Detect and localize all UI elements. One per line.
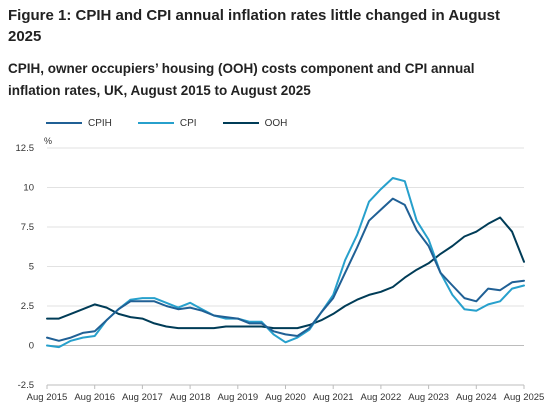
- y-tick-label: 0: [29, 341, 34, 352]
- y-axis-unit-label: %: [44, 136, 52, 146]
- legend-swatch-ooh: [222, 122, 259, 124]
- x-tick-label: Aug 2017: [122, 392, 163, 403]
- series-line-cpih: [46, 197, 525, 342]
- chart-legend: CPIH CPI OOH: [46, 116, 313, 130]
- legend-swatch-cpi: [137, 122, 174, 124]
- x-axis: [46, 384, 525, 389]
- x-tick-label: Aug 2021: [313, 392, 354, 403]
- x-tick-label: Aug 2023: [408, 392, 449, 403]
- x-tick-label: Aug 2016: [74, 392, 115, 403]
- legend-item-cpi: CPI: [137, 117, 197, 129]
- series-line-ooh: [46, 216, 525, 330]
- x-tick-label: Aug 2022: [361, 392, 402, 403]
- series-line-cpi: [46, 177, 525, 349]
- x-tick-label: Aug 2015: [27, 392, 68, 403]
- chart-title: Figure 1: CPIH and CPI annual inflation …: [8, 7, 500, 45]
- x-tick-label: Aug 2025: [504, 392, 545, 403]
- y-tick-label: 2.5: [21, 301, 34, 312]
- x-tick-label: Aug 2024: [456, 392, 497, 403]
- y-tick-label: 5: [29, 262, 34, 273]
- x-tick-label: Aug 2019: [217, 392, 258, 403]
- y-tick-label: 7.5: [21, 222, 34, 233]
- grid-lines: [47, 147, 524, 386]
- legend-swatch-cpih: [46, 122, 82, 124]
- legend-label-cpi: CPI: [179, 117, 197, 129]
- x-tick-label: Aug 2020: [265, 392, 306, 403]
- y-tick-label: 12.5: [16, 143, 35, 154]
- tick-labels: -2.5 0 2.5 5 7.5 10 12.5% Aug 2015 Aug 2016 Aug 2…: [16, 136, 545, 403]
- legend-label-cpih: CPIH: [88, 117, 112, 129]
- legend-item-cpih: CPIH: [46, 118, 112, 129]
- legend-label-ooh: OOH: [264, 117, 288, 129]
- y-tick-label: 10: [23, 183, 34, 194]
- chart-subtitle: CPIH, owner occupiers’ housing (OOH) cos…: [8, 61, 475, 98]
- legend-item-ooh: OOH: [222, 117, 288, 129]
- series-lines: [46, 177, 525, 349]
- x-tick-label: Aug 2018: [170, 392, 211, 403]
- y-tick-label: -2.5: [18, 380, 34, 391]
